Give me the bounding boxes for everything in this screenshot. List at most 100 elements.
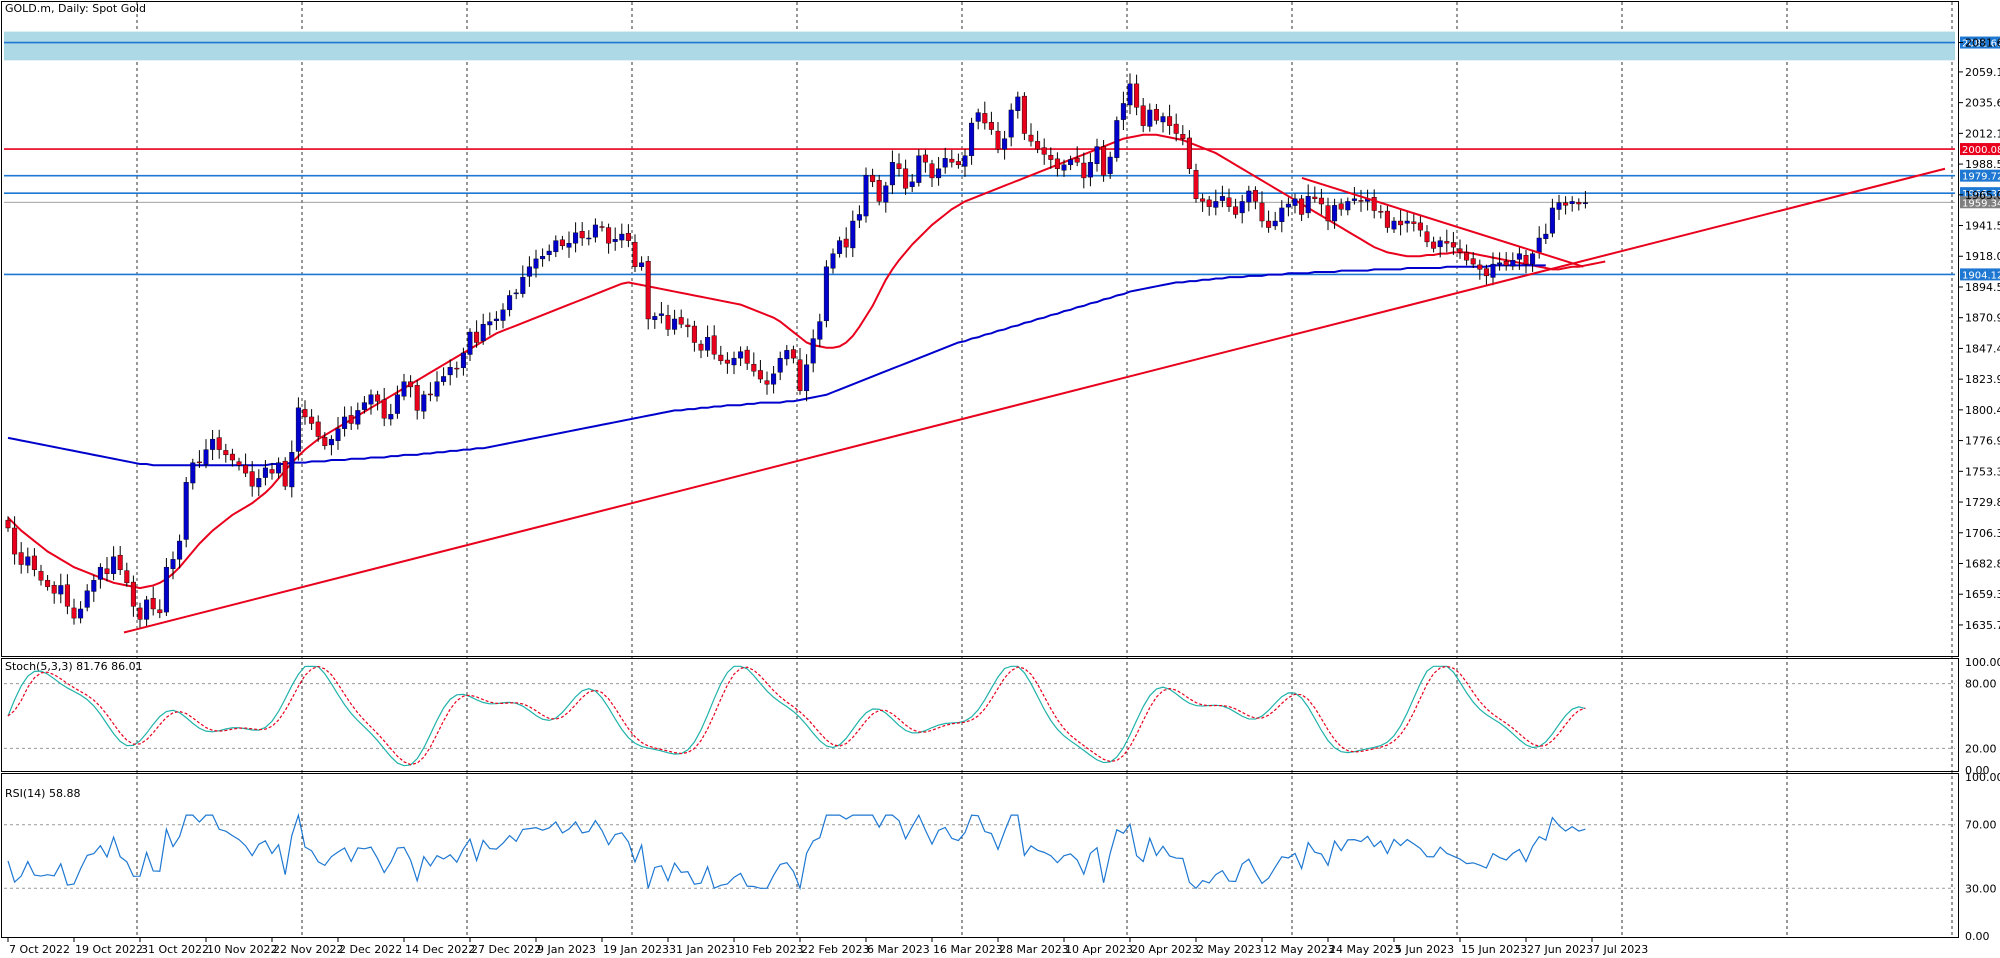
candle-body [942, 158, 948, 168]
candle-body [711, 335, 717, 355]
candle-body [1391, 220, 1397, 230]
candle-body [573, 232, 579, 244]
candle-body [553, 240, 559, 253]
candle-body [1450, 242, 1456, 248]
stoch-tick-label: 20.00 [1965, 742, 1997, 755]
candle-body [804, 364, 810, 392]
date-tick-label: 20 Apr 2023 [1131, 943, 1199, 956]
candle-body [1160, 116, 1166, 123]
candle-body [493, 318, 499, 322]
candle-body [1351, 198, 1357, 201]
candle-body [909, 181, 915, 187]
candle-body [58, 585, 64, 595]
candle-body [1299, 198, 1305, 215]
candle-body [916, 155, 922, 183]
candle-body [830, 253, 836, 269]
candle-body [401, 381, 407, 397]
candle-body [1325, 205, 1331, 222]
price-level-tag [1960, 268, 2000, 281]
price-tick-label: 1753.38 [1965, 465, 2000, 478]
candle-body [84, 590, 90, 608]
rsi-tick-label: 0.00 [1965, 930, 1990, 943]
candle-body [18, 552, 24, 565]
candle-body [685, 324, 691, 328]
price-tick-label: 1894.50 [1965, 281, 2000, 294]
candle-body [1424, 231, 1430, 243]
date-tick-label: 24 May 2023 [1329, 943, 1401, 956]
stoch-panel-frame [1, 658, 1959, 772]
candle-body [698, 343, 704, 351]
candle-body [243, 465, 249, 474]
candle-body [540, 256, 546, 260]
candle-body [64, 584, 70, 607]
candle-body [1483, 268, 1489, 277]
candle-body [606, 227, 612, 244]
candle-body [78, 608, 84, 619]
candle-body [1048, 154, 1054, 160]
candle-body [592, 224, 598, 238]
candle-body [771, 373, 777, 385]
candle-body [705, 337, 711, 351]
candle-body [474, 331, 480, 343]
candle-body [1503, 261, 1509, 266]
candle-body [652, 316, 658, 320]
rsi-tick-label: 30.00 [1965, 882, 1997, 895]
price-level-tag-label: 1966.33 [1962, 189, 2000, 200]
candle-body [1490, 263, 1496, 278]
candle-body [203, 449, 209, 465]
candle-body [388, 414, 394, 420]
candle-body [1536, 237, 1542, 253]
candle-body [1035, 141, 1041, 150]
candle-body [691, 325, 697, 343]
price-tick-label: 1918.02 [1965, 250, 2000, 263]
candle-body [1523, 255, 1529, 265]
rsi-panel-title: RSI(14) 58.88 [5, 787, 80, 800]
candle-body [1200, 198, 1206, 202]
candle-body [487, 321, 493, 326]
date-tick-label: 2 Dec 2022 [339, 943, 402, 956]
stoch-tick-label: 100.00 [1965, 656, 2000, 669]
date-tick-label: 5 Jun 2023 [1395, 943, 1454, 956]
date-tick-label: 27 Jun 2023 [1527, 943, 1593, 956]
candle-body [1213, 201, 1219, 208]
candle-body [236, 461, 242, 466]
candle-body [665, 315, 671, 330]
candle-body [210, 438, 216, 450]
price-level-tag [1960, 169, 2000, 182]
candle-body [342, 416, 348, 429]
candle-body [328, 438, 334, 446]
candle-body [269, 469, 275, 474]
date-tick-label: 6 Mar 2023 [867, 943, 930, 956]
stoch-k-line [7, 665, 1586, 767]
candle-body [1411, 221, 1417, 224]
candle-body [447, 367, 453, 376]
candle-body [170, 559, 176, 569]
stoch-d-line [7, 665, 1586, 766]
horizontal-price-levels [4, 41, 1955, 276]
candle-body [612, 239, 618, 242]
candle-body [797, 359, 803, 392]
candle-body [672, 318, 678, 330]
resistance-zone [4, 31, 1955, 61]
candle-body [71, 607, 77, 619]
candle-body [982, 113, 988, 124]
candle-body [678, 317, 684, 325]
candle-body [124, 570, 130, 584]
candle-body [309, 416, 315, 424]
price-tick-label: 1988.58 [1965, 158, 2000, 171]
candle-body [480, 324, 486, 342]
candle-body [903, 168, 909, 189]
candle-body [863, 175, 869, 217]
price-level-tag-label: 1959.34 [1962, 198, 2000, 209]
candle-body [1345, 201, 1351, 211]
date-tick-label: 22 Nov 2022 [273, 943, 343, 956]
candle-body [1318, 197, 1324, 205]
candle-body [355, 410, 361, 425]
candle-body [1510, 259, 1516, 267]
candle-body [559, 239, 565, 247]
candle-body [467, 331, 473, 355]
candle-body [1140, 105, 1146, 126]
price-tick-label: 1823.94 [1965, 373, 2000, 386]
candle-body [1127, 83, 1133, 106]
candle-body [223, 450, 229, 456]
